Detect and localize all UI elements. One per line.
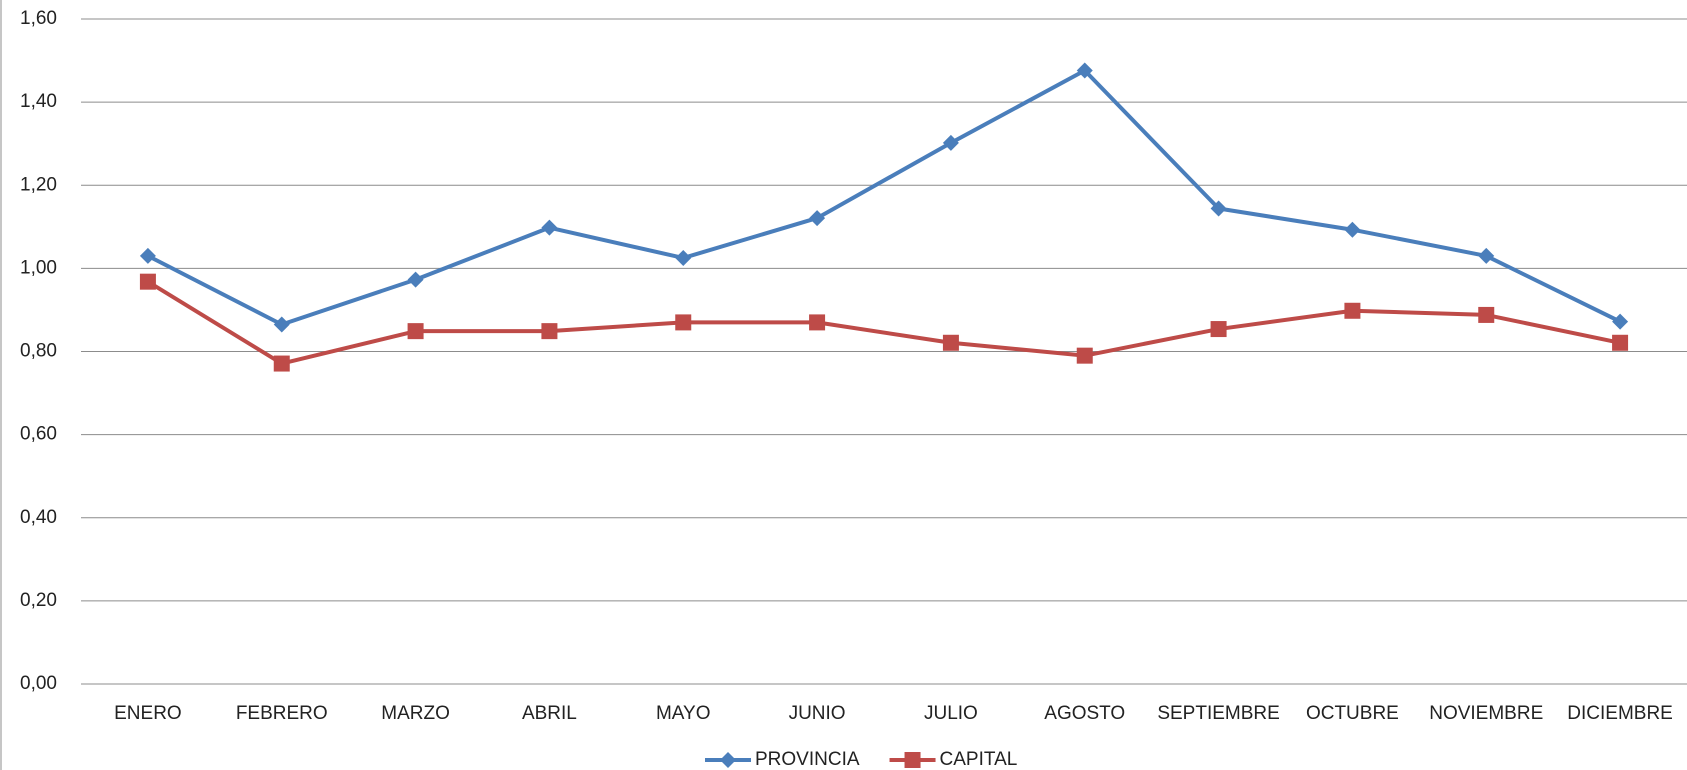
point-marker bbox=[1076, 62, 1093, 79]
point-marker bbox=[809, 210, 826, 227]
point-marker bbox=[1612, 334, 1629, 351]
legend-marker bbox=[720, 752, 736, 768]
point-marker bbox=[1210, 321, 1227, 338]
x-tick-label: OCTUBRE bbox=[1306, 703, 1399, 724]
legend-label: PROVINCIA bbox=[755, 749, 860, 770]
y-tick-label: 1,60 bbox=[20, 8, 57, 29]
x-tick-label: MAYO bbox=[656, 703, 711, 724]
point-marker bbox=[1478, 247, 1495, 264]
point-marker bbox=[675, 314, 692, 331]
point-marker bbox=[1344, 221, 1361, 238]
y-tick-label: 0,40 bbox=[20, 507, 57, 528]
x-tick-label: SEPTIEMBRE bbox=[1157, 703, 1279, 724]
legend-marker bbox=[904, 752, 921, 768]
x-tick-label: DICIEMBRE bbox=[1567, 703, 1673, 724]
x-tick-label: MARZO bbox=[381, 703, 450, 724]
point-marker bbox=[407, 271, 424, 288]
point-marker bbox=[675, 249, 692, 266]
x-tick-label: ENERO bbox=[114, 703, 182, 724]
point-marker bbox=[942, 334, 959, 351]
point-marker bbox=[541, 323, 558, 340]
x-tick-label: NOVIEMBRE bbox=[1429, 703, 1543, 724]
point-marker bbox=[139, 273, 156, 290]
point-marker bbox=[1344, 302, 1361, 319]
point-marker bbox=[1478, 306, 1495, 323]
point-marker bbox=[541, 219, 558, 236]
point-marker bbox=[407, 323, 424, 340]
point-marker bbox=[942, 134, 959, 151]
x-tick-label: FEBRERO bbox=[236, 703, 328, 724]
point-marker bbox=[139, 247, 156, 264]
y-tick-label: 0,60 bbox=[20, 424, 57, 445]
point-marker bbox=[1612, 313, 1629, 330]
legend-label: CAPITAL bbox=[940, 749, 1018, 770]
point-marker bbox=[1210, 200, 1227, 217]
series-line bbox=[146, 279, 1621, 366]
point-marker bbox=[1076, 347, 1093, 364]
y-tick-label: 1,00 bbox=[20, 257, 57, 278]
point-marker bbox=[273, 316, 290, 333]
point-marker bbox=[809, 314, 826, 331]
y-tick-label: 1,40 bbox=[20, 91, 57, 112]
x-tick-label: ABRIL bbox=[522, 703, 577, 724]
series-line bbox=[147, 68, 1621, 327]
x-tick-label: AGOSTO bbox=[1044, 703, 1125, 724]
point-marker bbox=[273, 355, 290, 372]
y-tick-label: 0,20 bbox=[20, 590, 57, 611]
y-tick-label: 0,00 bbox=[20, 673, 57, 694]
y-tick-label: 1,20 bbox=[20, 174, 57, 195]
y-tick-label: 0,80 bbox=[20, 341, 57, 362]
x-tick-label: JUNIO bbox=[789, 703, 846, 724]
x-tick-label: JULIO bbox=[924, 703, 978, 724]
